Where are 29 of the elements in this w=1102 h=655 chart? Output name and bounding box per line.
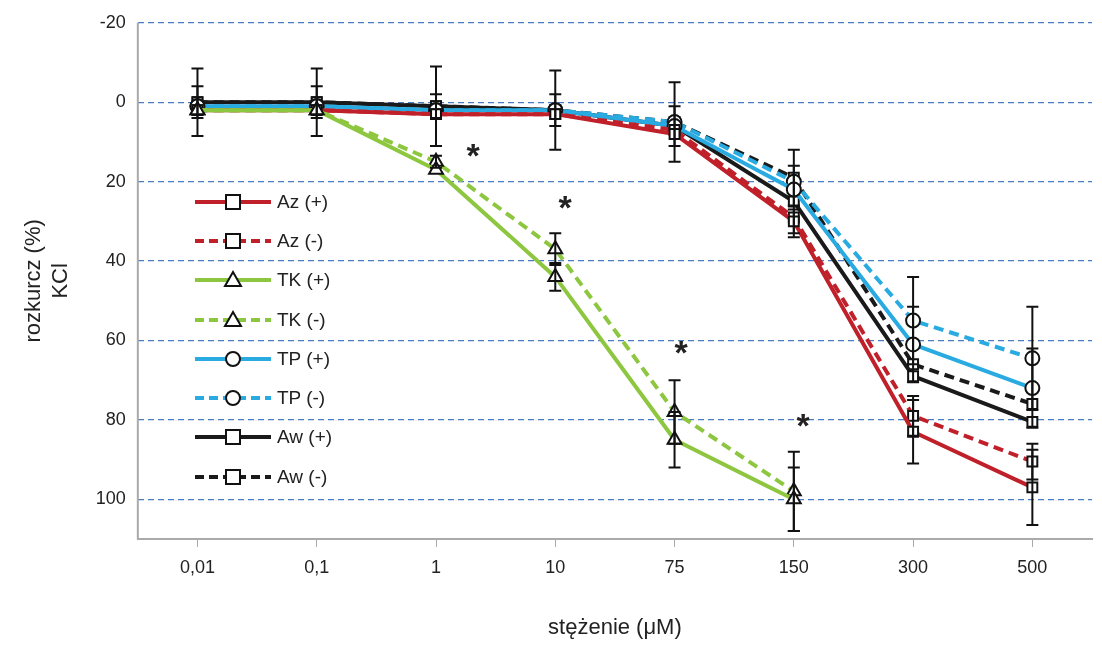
legend-label: TP (+) <box>277 347 330 370</box>
x-tick-label: 10 <box>545 556 566 577</box>
x-tick-label: 150 <box>778 556 809 577</box>
legend-label: Az (+) <box>277 190 329 213</box>
x-tick-label: 0,01 <box>179 556 215 577</box>
y-tick-label: 80 <box>105 408 126 429</box>
x-tick-label: 1 <box>431 556 442 577</box>
y-tick-label: 0 <box>115 91 126 112</box>
annotation: * <box>558 188 573 227</box>
legend-label: Aw (+) <box>277 426 333 449</box>
x-tick-label: 0,1 <box>304 556 330 577</box>
x-tick-label: 500 <box>1017 556 1048 577</box>
y-tick-label: 20 <box>105 170 126 191</box>
y-tick-label: 40 <box>105 250 126 271</box>
y-tick-label: -20 <box>99 11 126 32</box>
legend-label: Aw (-) <box>277 465 328 488</box>
y-axis-title: rozkurcz (%) KCl <box>20 219 72 343</box>
y-tick-label: 60 <box>105 329 126 350</box>
legend-label: TK (+) <box>277 269 331 292</box>
y-tick-label: 100 <box>95 488 126 509</box>
x-axis-title: stężenie (μM) <box>548 613 682 639</box>
annotation: * <box>466 136 481 175</box>
x-tick-label: 300 <box>898 556 929 577</box>
x-tick-label: 75 <box>664 556 685 577</box>
legend-label: Az (-) <box>277 229 324 252</box>
legend-label: TP (-) <box>277 387 326 410</box>
annotation: * <box>674 333 689 372</box>
legend-label: TK (-) <box>277 308 326 331</box>
annotation: * <box>796 406 811 445</box>
